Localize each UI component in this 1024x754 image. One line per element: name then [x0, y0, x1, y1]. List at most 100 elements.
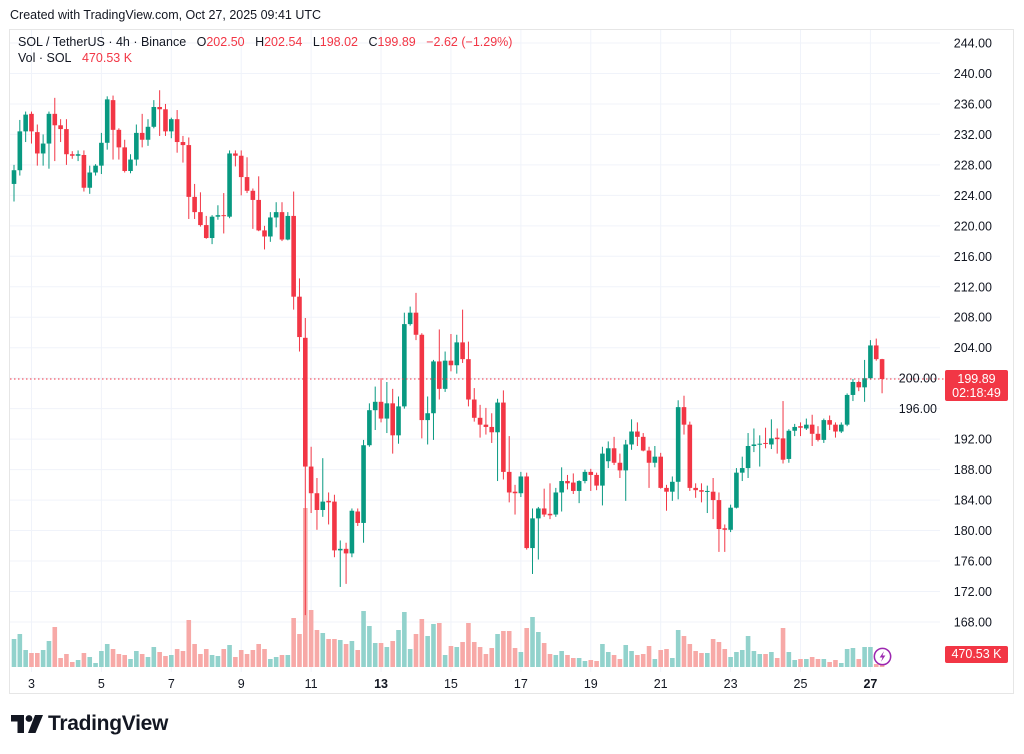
candle-body: [390, 403, 395, 436]
volume-bar: [192, 644, 197, 667]
volume-bar: [343, 644, 349, 667]
volume-label[interactable]: Vol · SOL: [18, 51, 72, 65]
volume-bar: [600, 644, 605, 667]
candle-body: [635, 431, 640, 437]
volume-bar: [868, 647, 873, 667]
candles: [11, 90, 885, 616]
price-tick-label: 176.00: [954, 555, 992, 569]
candle-body: [739, 468, 745, 473]
volume-bar: [407, 649, 413, 667]
volume-bar: [477, 647, 483, 667]
candle-body: [728, 507, 733, 530]
candle-body: [565, 481, 570, 484]
volume-bar: [29, 653, 34, 667]
tradingview-logo[interactable]: TradingView: [11, 712, 168, 736]
candle-body: [35, 132, 40, 154]
volume-bar: [425, 636, 430, 667]
volume-bar: [512, 648, 518, 667]
candle-body: [454, 342, 460, 366]
lightning-bolt-icon[interactable]: [873, 647, 892, 666]
candle-body: [734, 472, 739, 508]
candle-body: [588, 471, 594, 475]
volume-bar: [378, 643, 384, 667]
price-tick-label: 236.00: [954, 97, 992, 111]
price-tick-label: 168.00: [954, 615, 992, 629]
open-label: O: [196, 35, 207, 49]
volume-bar: [215, 656, 221, 667]
volume-bar: [163, 656, 168, 667]
volume-bar: [81, 653, 87, 667]
candle-body: [506, 471, 512, 493]
candle-body: [413, 312, 419, 335]
candle-body: [547, 513, 553, 516]
time-tick-label: 21: [654, 677, 668, 691]
candle-body: [553, 492, 559, 515]
candle-body: [763, 442, 768, 444]
candle-body: [396, 406, 401, 436]
volume-bar: [454, 647, 460, 667]
candle-body: [314, 493, 320, 510]
volume-bar: [611, 655, 617, 667]
candle-body: [23, 114, 28, 132]
candle-body: [285, 215, 291, 240]
volume-bar: [297, 634, 302, 667]
candle-body: [693, 487, 698, 491]
volume-bar: [361, 611, 366, 667]
candle-body: [262, 230, 267, 237]
low-label: L: [312, 35, 320, 49]
candle-body: [40, 143, 46, 154]
volume-bar: [646, 646, 652, 667]
candle-body: [87, 172, 93, 188]
volume-bar: [786, 652, 792, 667]
volume-bar: [93, 663, 98, 667]
candle-body: [570, 482, 576, 491]
candle-body: [664, 487, 669, 492]
candle-body: [378, 401, 384, 419]
candle-body: [361, 445, 366, 523]
candle-body: [303, 337, 308, 467]
candle-body: [827, 420, 832, 425]
volume-bar: [675, 630, 681, 667]
volume-bar: [559, 651, 564, 667]
candle-body: [157, 106, 162, 110]
volume-bar: [23, 650, 28, 667]
volume-bar: [308, 610, 314, 667]
price-tick-label: 180.00: [954, 524, 992, 538]
volume-bar: [134, 651, 139, 667]
volume-bar: [658, 650, 663, 667]
candle-body: [716, 500, 722, 530]
price-tick-label: 232.00: [954, 128, 992, 142]
candle-body: [145, 126, 151, 140]
volume-bar: [238, 650, 244, 667]
time-tick-label: 7: [168, 677, 175, 691]
volume-bar: [250, 650, 256, 667]
candle-body: [273, 212, 279, 218]
close-value: 199.89: [377, 35, 416, 49]
candle-body: [477, 417, 483, 425]
volume-bar: [745, 636, 751, 667]
candle-body: [809, 424, 815, 434]
candle-body: [536, 508, 541, 519]
candle-body: [436, 361, 442, 389]
volume-bar: [681, 636, 687, 667]
candle-body: [833, 424, 838, 432]
candle-body: [349, 510, 355, 554]
price-tick-label: 188.00: [954, 463, 992, 477]
symbol-label[interactable]: SOL / TetherUS · 4h · Binance: [18, 35, 187, 49]
candle-body: [710, 491, 716, 501]
volume-bar: [751, 651, 757, 667]
volume-bar: [337, 640, 343, 667]
volume-bar: [402, 612, 407, 667]
price-tick-label: 216.00: [954, 250, 992, 264]
candle-body: [297, 296, 302, 338]
time-tick-label: 13: [374, 677, 388, 691]
volume-bar: [349, 641, 355, 667]
volume-bar: [501, 631, 506, 667]
candle-body: [139, 132, 145, 140]
candle-body: [75, 154, 81, 156]
bar-countdown: 02:18:49: [952, 386, 1001, 400]
volume-bar: [699, 653, 704, 667]
candle-body: [652, 456, 658, 463]
volume-bar: [652, 659, 658, 667]
